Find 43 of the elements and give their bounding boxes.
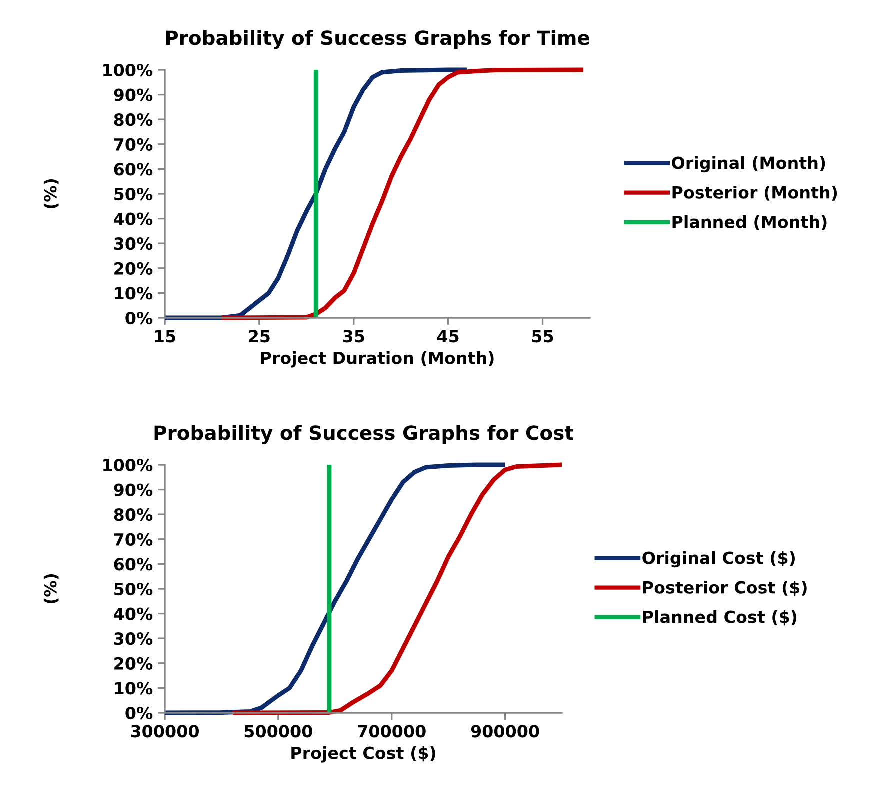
y-tick-label: 80% — [114, 114, 153, 126]
y-tick-label: 60% — [114, 558, 153, 571]
x-tick-label: 300000 — [131, 725, 199, 738]
y-tick-label: 50% — [114, 188, 153, 201]
y-tick-label: 50% — [114, 582, 153, 596]
x-tick-label: 700000 — [358, 725, 426, 738]
x-tick-label: 45 — [437, 330, 459, 343]
y-tick-label: 0% — [126, 312, 153, 325]
legend-label: Original Cost ($) — [642, 551, 795, 568]
x-axis-title: Project Duration (Month) — [261, 351, 494, 368]
y-tick-label: 80% — [114, 508, 153, 522]
y-tick-label: 20% — [114, 262, 153, 275]
y-tick-label: 30% — [114, 632, 153, 646]
y-axis-title: (%) — [44, 179, 59, 209]
legend-label: Planned (Month) — [672, 215, 827, 230]
legend-label: Planned Cost ($) — [643, 610, 797, 626]
legend-label: Posterior (Month) — [672, 186, 838, 201]
y-tick-label: 10% — [115, 287, 153, 300]
y-tick-label: 20% — [114, 657, 153, 670]
y-tick-label: 40% — [114, 212, 153, 226]
x-axis-title: Project Cost ($) — [292, 746, 436, 763]
x-tick-label: 25 — [249, 330, 270, 343]
y-tick-label: 10% — [115, 682, 153, 695]
y-tick-label: 90% — [114, 484, 153, 496]
x-tick-label: 55 — [532, 330, 554, 343]
y-axis-title: (%) — [44, 574, 59, 604]
y-tick-label: 90% — [114, 88, 153, 102]
y-tick-label: 70% — [114, 533, 153, 546]
chart-title: Probability of Success Graphs for Cost — [154, 425, 574, 444]
y-tick-label: 30% — [114, 238, 153, 250]
x-tick-label: 900000 — [471, 725, 540, 738]
chart-title: Probability of Success Graphs for Time — [166, 30, 590, 50]
y-tick-label: 40% — [114, 608, 153, 620]
legend-label: Posterior Cost ($) — [643, 581, 807, 596]
y-tick-label: 100% — [104, 458, 153, 472]
y-tick-label: 60% — [114, 163, 153, 176]
y-tick-label: 70% — [114, 138, 153, 151]
x-tick-label: 15 — [155, 330, 176, 343]
y-tick-label: 100% — [104, 64, 153, 77]
x-tick-label: 500000 — [244, 725, 312, 738]
x-tick-label: 35 — [343, 330, 364, 343]
legend-label: Original (Month) — [672, 156, 826, 173]
y-tick-label: 0% — [126, 706, 153, 720]
